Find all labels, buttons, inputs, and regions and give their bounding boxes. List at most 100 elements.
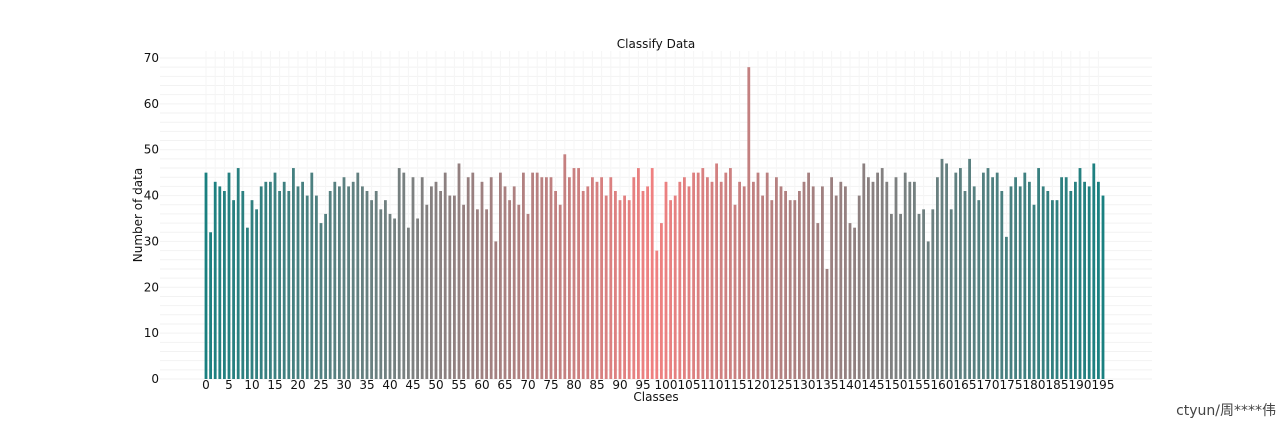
bar [499,172,502,379]
bar [526,213,530,379]
bar [595,181,599,379]
bar [862,163,866,379]
bar [462,204,465,379]
bar [397,168,401,379]
y-tick-label: 0 [151,372,159,386]
bar [770,200,774,379]
bar [554,190,557,379]
bar [936,177,939,379]
bar [250,200,254,379]
bar [880,168,884,379]
y-axis-label: Number of data [131,168,145,262]
bar [1087,186,1091,379]
bar [384,200,387,379]
bar [811,186,815,379]
bar [719,181,723,379]
bar [485,209,488,379]
bar [466,177,470,379]
x-tick-label: 85 [589,378,604,392]
bar [1000,190,1004,379]
bar [416,218,419,379]
x-tick-label: 45 [405,378,420,392]
bar [908,181,912,379]
bar [761,195,764,379]
bar [540,177,544,379]
bar [581,190,585,379]
bar [1037,168,1040,379]
bar [443,172,447,379]
bar [535,172,539,379]
bar [922,209,925,379]
bar [388,213,392,379]
y-tick-labels: 0 10 20 30 40 50 60 70 [144,51,159,386]
bar [586,186,590,379]
bar [931,209,935,379]
bar [489,177,493,379]
bar [1028,181,1031,379]
bar [264,181,268,379]
bar [701,168,705,379]
bar [614,190,617,379]
bar [494,241,498,379]
bar [687,186,691,379]
bar [568,177,571,379]
bar [899,213,902,379]
bar [1101,195,1105,379]
bar [756,172,760,379]
bar [439,190,442,379]
bar [549,177,553,379]
y-tick-label: 40 [144,189,159,203]
bar [641,190,645,379]
y-tick-label: 70 [144,51,159,65]
bar [982,172,985,379]
bar [476,209,479,379]
bar [213,181,217,379]
x-tick-label: 100 [655,378,678,392]
bar [715,163,718,379]
bar [986,168,990,379]
bar [1055,200,1059,379]
bar [471,172,475,379]
bar [278,190,281,379]
bar [209,232,212,379]
bar [632,177,636,379]
bar [305,195,309,379]
bar [678,181,682,379]
bar [246,227,249,379]
bar [669,200,672,379]
x-tick-label: 155 [908,378,931,392]
bar [241,190,245,379]
x-tick-label: 35 [359,378,374,392]
bar [1069,190,1073,379]
bar [301,181,304,379]
bar [724,172,728,379]
x-tick-label: 60 [474,378,489,392]
bar [1018,186,1022,379]
bar [572,168,576,379]
bar [903,172,907,379]
bar [977,200,981,379]
bar [890,213,893,379]
bar [1023,172,1027,379]
bar [857,195,861,379]
bar [876,172,879,379]
y-tick-label: 50 [144,143,159,157]
x-tick-label: 50 [428,378,443,392]
x-tick-label: 145 [862,378,885,392]
bar [218,186,222,379]
bar [798,190,801,379]
bars [204,67,1105,380]
bar [342,177,346,379]
bar [821,186,824,379]
bar [637,168,640,379]
bar [627,200,631,379]
bar [1005,236,1008,379]
bar [1060,177,1063,379]
bar [885,181,889,379]
bar [995,172,999,379]
bar [402,172,406,379]
bar [273,172,277,379]
bar [733,204,737,379]
bar [480,181,484,379]
bar [816,223,820,379]
